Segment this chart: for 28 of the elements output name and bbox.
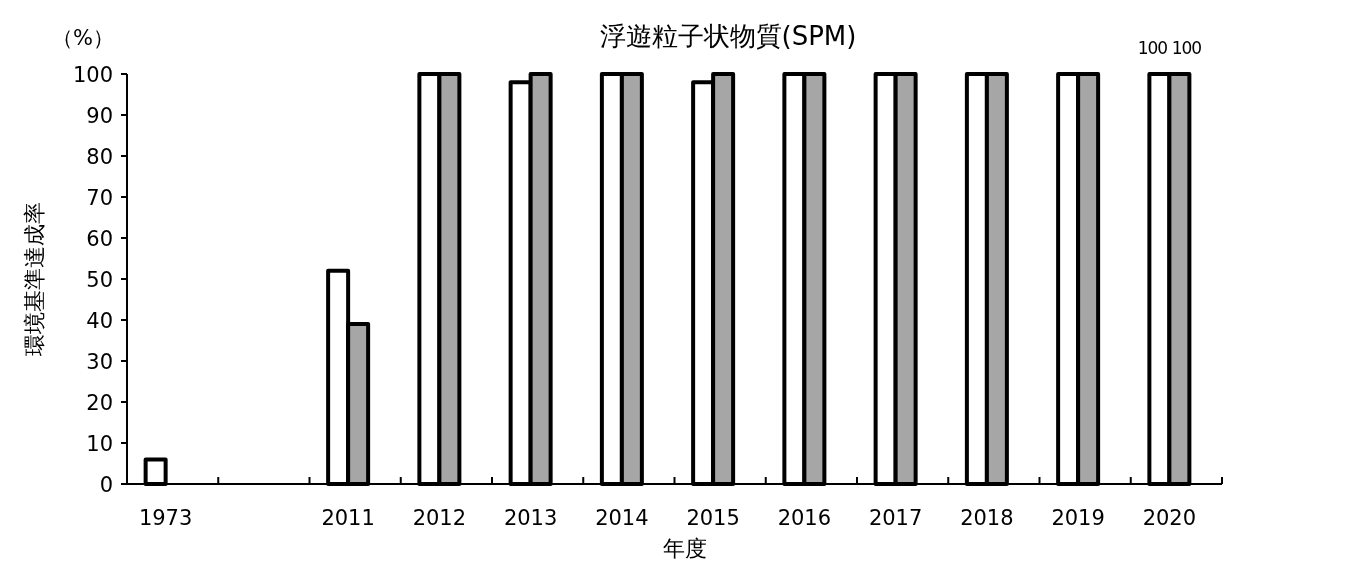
data-label: 100 xyxy=(1171,38,1202,58)
x-tick-label: 2011 xyxy=(321,506,375,530)
x-tick-label: 2015 xyxy=(686,506,740,530)
y-tick-label: 10 xyxy=(86,432,113,456)
y-tick-label: 0 xyxy=(99,473,113,497)
x-tick-label: 2016 xyxy=(777,506,832,530)
y-tick-label: 60 xyxy=(86,227,113,251)
y-tick-label: 50 xyxy=(86,268,113,292)
chart-title: 浮遊粒子状物質(SPM) xyxy=(599,21,857,51)
x-tick-label: 2017 xyxy=(868,506,923,530)
y-tick-label: 70 xyxy=(86,186,113,210)
x-tick-label: 2020 xyxy=(1142,506,1197,530)
data-label: 100 xyxy=(1137,38,1168,58)
x-tick-label: 2014 xyxy=(595,506,649,530)
y-tick-label: 80 xyxy=(86,145,113,169)
x-tick-label: 1973 xyxy=(138,506,193,530)
y-tick-label: 100 xyxy=(72,63,113,87)
x-tick-label: 2013 xyxy=(503,506,558,530)
y-tick-label: 30 xyxy=(86,350,113,374)
x-axis-title: 年度 xyxy=(663,536,707,561)
x-tick-label: 2019 xyxy=(1051,506,1105,530)
text: （%） xyxy=(52,26,114,50)
x-tick-label: 2012 xyxy=(412,506,467,530)
y-tick-label: 40 xyxy=(86,309,113,333)
y-axis-title: 環境基準達成率 xyxy=(22,202,47,356)
x-tick-label: 2018 xyxy=(960,506,1014,530)
y-tick-label: 90 xyxy=(86,104,113,128)
y-tick-label: 20 xyxy=(86,391,113,415)
